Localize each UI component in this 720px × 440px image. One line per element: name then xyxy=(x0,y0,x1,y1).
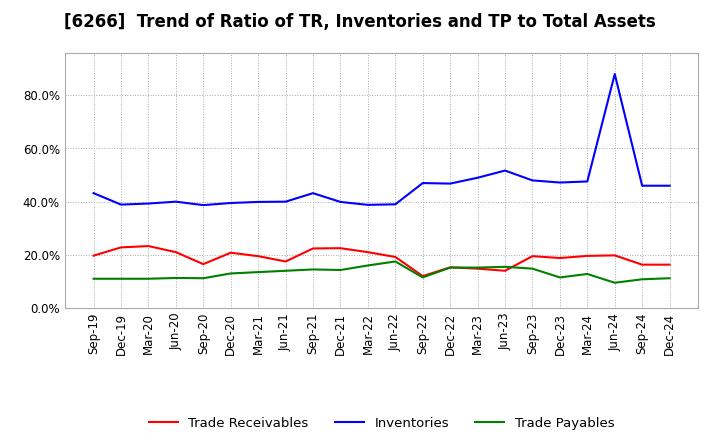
Trade Payables xyxy=(665,275,674,281)
Inventories xyxy=(254,199,263,205)
Inventories xyxy=(391,202,400,207)
Trade Receivables xyxy=(309,246,318,251)
Text: [6266]  Trend of Ratio of TR, Inventories and TP to Total Assets: [6266] Trend of Ratio of TR, Inventories… xyxy=(64,13,656,31)
Inventories xyxy=(336,199,345,205)
Trade Receivables xyxy=(473,266,482,271)
Trade Payables xyxy=(583,271,592,277)
Trade Receivables xyxy=(418,273,427,279)
Trade Receivables xyxy=(611,253,619,258)
Line: Trade Payables: Trade Payables xyxy=(94,261,670,283)
Legend: Trade Receivables, Inventories, Trade Payables: Trade Receivables, Inventories, Trade Pa… xyxy=(143,411,620,435)
Line: Trade Receivables: Trade Receivables xyxy=(94,246,670,276)
Trade Receivables xyxy=(226,250,235,255)
Trade Payables xyxy=(171,275,180,281)
Inventories xyxy=(226,200,235,205)
Trade Receivables xyxy=(665,262,674,268)
Inventories xyxy=(117,202,125,207)
Inventories xyxy=(556,180,564,185)
Inventories xyxy=(638,183,647,188)
Trade Receivables xyxy=(364,249,372,255)
Trade Payables xyxy=(117,276,125,282)
Trade Receivables xyxy=(254,253,263,259)
Inventories xyxy=(500,168,509,173)
Trade Payables xyxy=(446,265,454,270)
Trade Payables xyxy=(336,268,345,273)
Trade Receivables xyxy=(89,253,98,258)
Trade Payables xyxy=(282,268,290,273)
Inventories xyxy=(144,201,153,206)
Trade Receivables xyxy=(638,262,647,268)
Trade Payables xyxy=(556,275,564,280)
Trade Receivables xyxy=(171,249,180,255)
Trade Payables xyxy=(144,276,153,282)
Trade Payables xyxy=(199,275,207,281)
Trade Payables xyxy=(254,269,263,275)
Trade Receivables xyxy=(446,265,454,270)
Inventories xyxy=(199,202,207,208)
Inventories xyxy=(418,180,427,186)
Inventories xyxy=(446,181,454,186)
Trade Payables xyxy=(364,263,372,268)
Trade Payables xyxy=(638,277,647,282)
Inventories xyxy=(611,71,619,77)
Inventories xyxy=(171,199,180,204)
Trade Payables xyxy=(473,265,482,270)
Trade Receivables xyxy=(583,253,592,259)
Inventories xyxy=(89,191,98,196)
Inventories xyxy=(309,191,318,196)
Trade Receivables xyxy=(528,253,537,259)
Line: Inventories: Inventories xyxy=(94,74,670,205)
Trade Payables xyxy=(418,275,427,280)
Inventories xyxy=(473,175,482,180)
Trade Payables xyxy=(500,264,509,269)
Trade Payables xyxy=(89,276,98,282)
Trade Payables xyxy=(528,266,537,271)
Trade Payables xyxy=(309,267,318,272)
Inventories xyxy=(665,183,674,188)
Trade Payables xyxy=(611,280,619,286)
Trade Receivables xyxy=(500,268,509,273)
Inventories xyxy=(528,178,537,183)
Trade Receivables xyxy=(556,255,564,260)
Trade Receivables xyxy=(391,254,400,260)
Trade Receivables xyxy=(336,246,345,251)
Trade Receivables xyxy=(199,261,207,267)
Inventories xyxy=(583,179,592,184)
Trade Receivables xyxy=(117,245,125,250)
Inventories xyxy=(282,199,290,204)
Trade Payables xyxy=(391,259,400,264)
Trade Receivables xyxy=(282,259,290,264)
Trade Receivables xyxy=(144,243,153,249)
Trade Payables xyxy=(226,271,235,276)
Inventories xyxy=(364,202,372,208)
